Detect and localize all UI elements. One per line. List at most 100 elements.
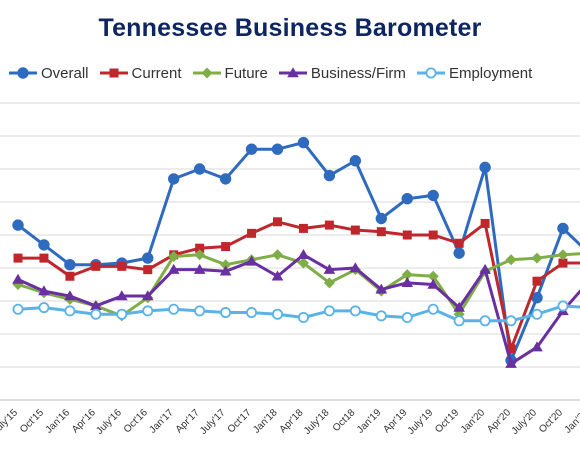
- legend-item-business-firm: Business/Firm: [278, 65, 406, 82]
- legend-item-employment: Employment: [416, 65, 532, 82]
- data-point-current: [428, 230, 438, 240]
- x-tick-label: Oct'15: [18, 407, 46, 435]
- data-point-business-firm: [479, 263, 491, 274]
- data-point-overall: [297, 136, 310, 149]
- data-point-employment: [557, 300, 569, 312]
- data-point-business-firm: [375, 283, 388, 294]
- data-point-overall: [168, 173, 180, 185]
- data-point-overall: [245, 143, 258, 155]
- data-point-business-firm: [64, 290, 76, 301]
- x-tick-label: July'19: [406, 407, 436, 437]
- data-point-current: [532, 276, 542, 286]
- data-point-current: [273, 217, 282, 227]
- data-point-current: [324, 220, 334, 230]
- series-layer: [12, 136, 580, 368]
- data-point-current: [195, 243, 205, 253]
- legend-label: Future: [224, 64, 268, 82]
- legend-marker: [17, 67, 29, 79]
- legend-item-current: Current: [99, 65, 182, 82]
- data-point-employment: [375, 310, 387, 322]
- series-business-firm: [12, 249, 580, 368]
- data-point-overall: [427, 189, 439, 202]
- legend-item-future: Future: [192, 65, 268, 82]
- data-point-employment: [246, 307, 258, 319]
- data-point-current: [221, 242, 231, 252]
- data-point-business-firm: [90, 300, 102, 311]
- x-tick-label: Jan'20: [459, 407, 488, 436]
- legend-swatch: [416, 67, 445, 79]
- data-point-business-firm: [12, 273, 24, 284]
- data-point-business-firm: [167, 263, 180, 274]
- x-tick-label: Apr'17: [174, 407, 202, 435]
- x-tick-label: Jan'16: [44, 407, 73, 436]
- data-point-future: [272, 249, 283, 261]
- data-point-overall: [557, 222, 569, 235]
- data-point-business-firm: [323, 263, 336, 274]
- data-point-business-firm: [193, 263, 206, 274]
- data-point-employment: [401, 311, 413, 323]
- data-point-current: [376, 227, 386, 237]
- data-point-employment: [323, 305, 335, 317]
- x-tick-label: Oct'17: [226, 407, 254, 435]
- data-point-future: [427, 270, 439, 282]
- data-point-employment: [427, 303, 439, 315]
- data-point-employment: [116, 308, 128, 320]
- legend: Overall Current Future Business/Firm Employm…: [8, 62, 578, 84]
- data-point-current: [117, 261, 127, 271]
- data-point-business-firm: [245, 255, 258, 266]
- data-point-current: [558, 258, 568, 268]
- data-point-business-firm: [453, 301, 465, 312]
- legend-marker: [287, 67, 299, 78]
- data-point-overall: [142, 252, 154, 264]
- data-point-future: [220, 259, 232, 271]
- legend-label: Current: [131, 64, 182, 82]
- legend-marker: [425, 67, 437, 79]
- data-point-business-firm: [531, 341, 543, 352]
- data-point-overall: [479, 161, 491, 174]
- data-point-overall: [38, 239, 50, 251]
- x-tick-label: Apr'18: [278, 407, 306, 435]
- data-point-overall: [271, 143, 284, 155]
- data-point-employment: [271, 308, 283, 320]
- data-point-business-firm: [505, 357, 517, 368]
- data-point-current: [65, 271, 75, 281]
- x-tick-label: Oct18: [331, 407, 358, 434]
- x-tick-label: Apr'19: [381, 407, 409, 435]
- data-point-current: [506, 344, 516, 354]
- x-tick-label: Jan'17: [147, 407, 176, 436]
- legend-swatch: [99, 68, 128, 78]
- data-point-employment: [453, 315, 465, 327]
- data-point-current: [91, 261, 101, 271]
- data-point-future: [505, 254, 517, 266]
- data-point-future: [297, 257, 309, 269]
- x-tick-label: Jan'18: [251, 407, 280, 436]
- x-tick-label: July'20: [510, 407, 540, 437]
- legend-swatch: [192, 67, 221, 79]
- data-point-overall: [323, 169, 336, 182]
- x-tick-label: Oct'16: [122, 407, 150, 435]
- data-point-employment: [297, 311, 309, 323]
- data-point-current: [480, 218, 490, 228]
- data-point-current: [454, 238, 464, 248]
- data-point-overall: [349, 155, 362, 167]
- data-point-employment: [12, 303, 24, 315]
- x-tick-label: Apr'20: [485, 407, 513, 435]
- data-point-employment: [142, 305, 154, 317]
- data-point-business-firm: [349, 262, 362, 273]
- data-point-future: [194, 249, 206, 261]
- series-line-overall: [16, 141, 580, 362]
- data-point-future: [401, 269, 413, 281]
- x-axis: July'15Oct'15Jan'16Apr'16July'16Oct'16Ja…: [0, 407, 580, 437]
- data-point-employment: [220, 307, 232, 319]
- legend-swatch: [278, 67, 307, 78]
- x-tick-label: Apr'16: [70, 407, 98, 435]
- legend-item-overall: Overall: [8, 65, 89, 82]
- data-point-overall: [64, 259, 76, 271]
- x-tick-label: Jan'19: [355, 407, 384, 436]
- legend-marker: [109, 68, 119, 78]
- data-point-business-firm: [141, 290, 154, 301]
- legend-marker: [201, 67, 213, 79]
- data-point-overall: [453, 247, 465, 259]
- data-point-business-firm: [427, 278, 439, 289]
